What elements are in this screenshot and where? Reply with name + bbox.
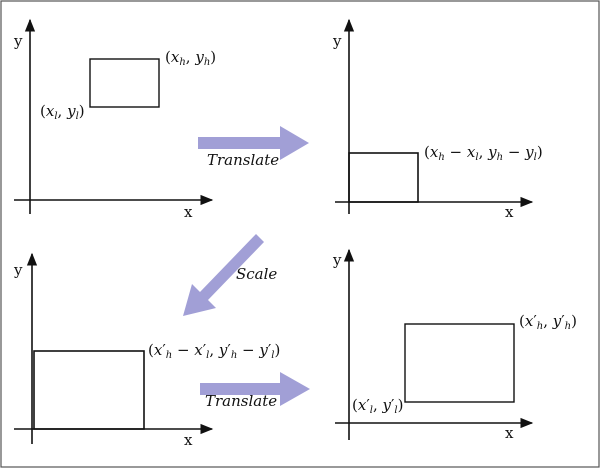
x-axis-label: x xyxy=(505,424,514,442)
translate-label-top: Translate xyxy=(207,151,279,169)
corner-label: (x′h − x′l, y′h − y′l) xyxy=(148,341,280,361)
corner-high-label: (xh, yh) xyxy=(165,48,216,68)
rectangle xyxy=(33,350,145,430)
scale-arrow-shape xyxy=(183,234,264,316)
translate-arrow-top: Translate xyxy=(198,126,309,169)
scale-arrow: Scale xyxy=(183,234,277,316)
x-axis-label: x xyxy=(184,203,193,221)
rectangle xyxy=(89,58,160,108)
y-axis-label: y xyxy=(13,261,23,279)
rectangle xyxy=(348,152,419,203)
rectangle xyxy=(404,323,515,403)
panel-bottom-left: y x (x′h − x′l, y′h − y′l) xyxy=(13,252,280,449)
corner-low-label: (xl, yl) xyxy=(40,102,85,122)
translate-arrow-shape xyxy=(198,126,309,160)
panel-top-right: y x (xh − xl, yh − yl) xyxy=(332,18,543,221)
x-axis-label: x xyxy=(505,203,514,221)
translate-label-bottom: Translate xyxy=(205,392,277,410)
y-axis-label: y xyxy=(13,32,23,50)
corner-low-label: (x′l, y′l) xyxy=(352,396,403,416)
corner-label: (xh − xl, yh − yl) xyxy=(424,143,543,163)
y-axis-label: y xyxy=(332,32,342,50)
translate-arrow-shape xyxy=(200,372,310,406)
x-axis-label: x xyxy=(184,431,193,449)
translate-arrow-bottom: Translate xyxy=(200,372,310,410)
panel-bottom-right: y x (x′h, y′h) (x′l, y′l) xyxy=(332,248,577,442)
scale-label: Scale xyxy=(236,265,277,283)
corner-high-label: (x′h, y′h) xyxy=(519,312,577,332)
y-axis-label: y xyxy=(332,251,342,269)
panel-top-left: y x (xh, yh) (xl, yl) xyxy=(13,18,216,221)
